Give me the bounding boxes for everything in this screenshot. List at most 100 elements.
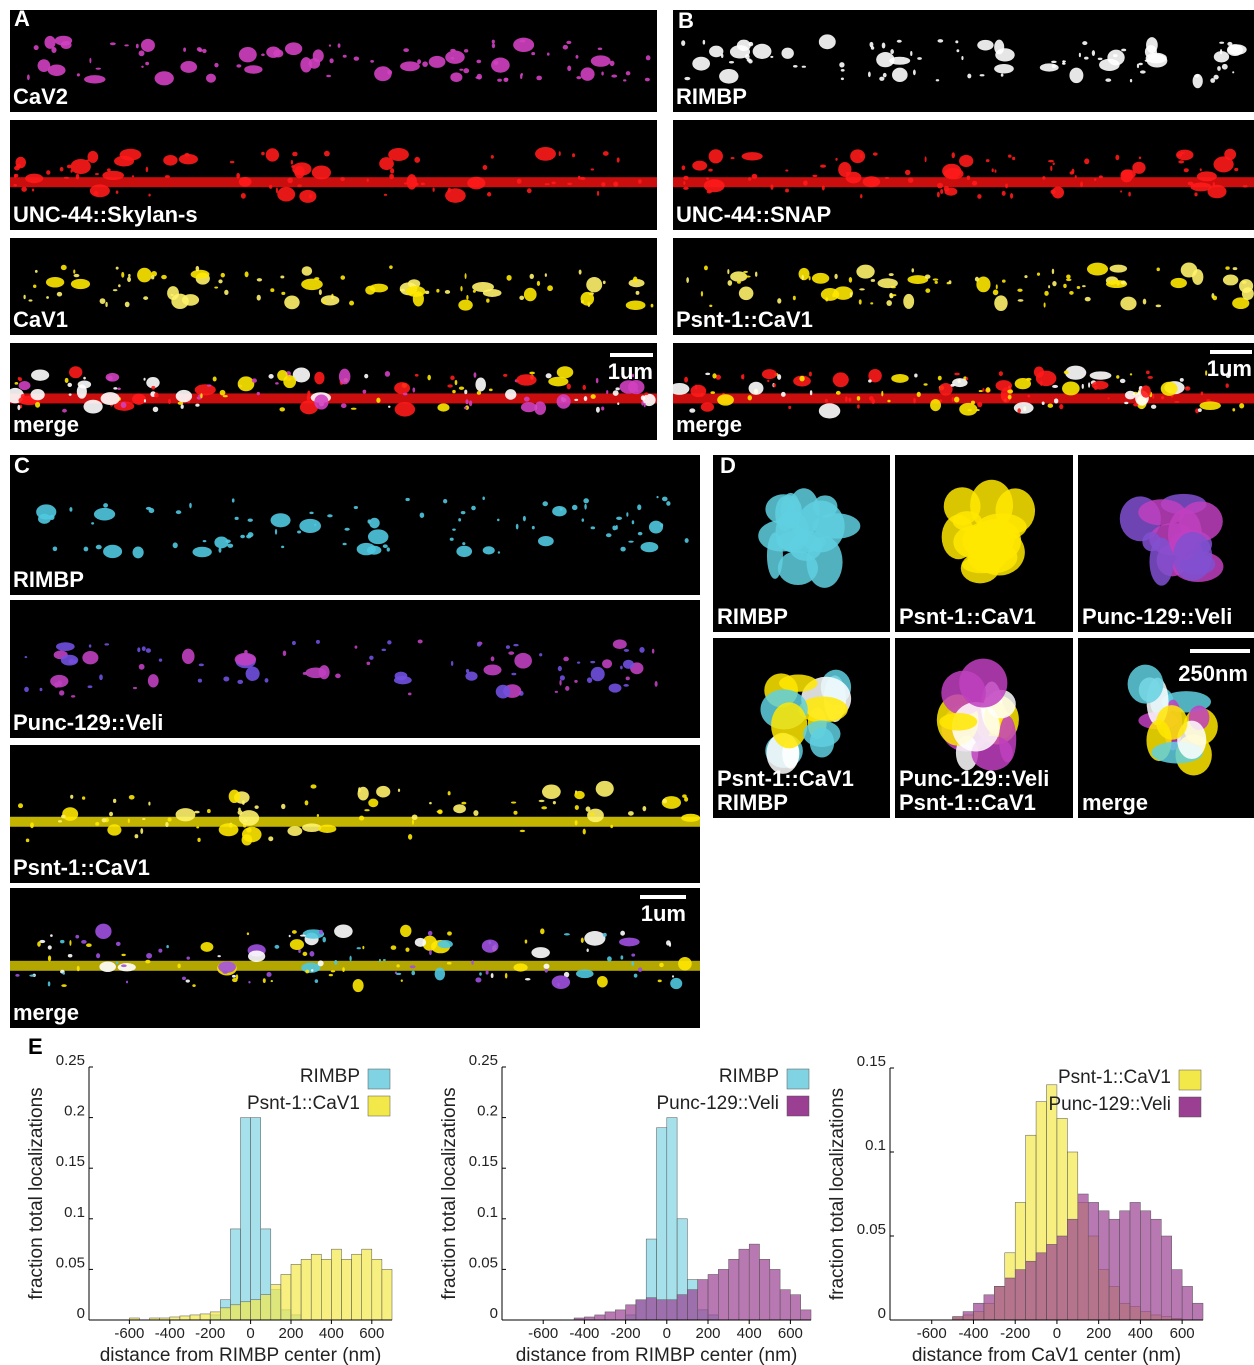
x-tick-label: -600 bbox=[917, 1325, 947, 1342]
signal-spot bbox=[143, 296, 148, 300]
signal-spot bbox=[1124, 402, 1128, 404]
signal-spot bbox=[503, 374, 507, 377]
image-panel bbox=[10, 455, 700, 595]
signal-spot bbox=[302, 823, 321, 832]
signal-spot bbox=[492, 40, 495, 44]
x-tick-label: 400 bbox=[737, 1325, 762, 1342]
signal-spot bbox=[128, 818, 130, 823]
scale-label: 1um bbox=[641, 901, 686, 926]
histogram-bar bbox=[953, 1317, 963, 1320]
histogram-bar bbox=[790, 1295, 800, 1320]
signal-spot bbox=[90, 184, 110, 197]
signal-spot bbox=[1007, 389, 1013, 393]
histogram-bar bbox=[1026, 1261, 1036, 1320]
signal-spot bbox=[388, 406, 391, 408]
signal-spot bbox=[581, 938, 584, 943]
signal-spot bbox=[285, 42, 302, 55]
signal-spot bbox=[255, 805, 259, 809]
x-tick-label: -200 bbox=[195, 1325, 225, 1342]
signal-spot bbox=[1138, 63, 1142, 65]
signal-spot bbox=[335, 674, 341, 679]
signal-spot bbox=[142, 818, 145, 820]
signal-spot bbox=[192, 547, 211, 557]
signal-spot bbox=[1180, 378, 1184, 382]
signal-spot bbox=[310, 951, 315, 957]
signal-spot bbox=[785, 169, 788, 171]
signal-spot bbox=[959, 155, 973, 167]
signal-spot bbox=[137, 268, 152, 283]
signal-spot bbox=[626, 301, 646, 310]
signal-spot bbox=[342, 543, 346, 546]
signal-spot bbox=[322, 937, 326, 943]
signal-spot bbox=[527, 188, 532, 193]
histogram-bar bbox=[281, 1274, 291, 1320]
signal-spot bbox=[603, 281, 606, 284]
y-tick-label: 0.05 bbox=[857, 1221, 886, 1238]
signal-spot bbox=[367, 179, 369, 182]
signal-spot bbox=[748, 395, 752, 400]
signal-spot bbox=[785, 189, 789, 193]
signal-spot bbox=[860, 194, 862, 198]
signal-spot bbox=[666, 501, 670, 506]
signal-spot bbox=[567, 66, 571, 71]
signal-spot bbox=[539, 653, 542, 656]
histogram-bar bbox=[636, 1300, 646, 1320]
signal-spot bbox=[241, 193, 246, 199]
signal-spot bbox=[137, 647, 140, 652]
signal-spot bbox=[748, 177, 751, 180]
y-tick-label: 0.25 bbox=[56, 1052, 85, 1069]
signal-spot bbox=[271, 980, 273, 982]
signal-spot bbox=[74, 660, 77, 664]
signal-spot bbox=[96, 953, 100, 958]
histogram-bar bbox=[801, 1310, 811, 1320]
histogram-bar bbox=[331, 1249, 341, 1320]
signal-spot bbox=[1130, 79, 1132, 83]
signal-spot bbox=[121, 964, 127, 967]
signal-spot bbox=[479, 972, 482, 975]
signal-spot bbox=[559, 680, 561, 686]
signal-spot bbox=[890, 49, 894, 54]
signal-spot bbox=[284, 296, 299, 310]
signal-spot bbox=[95, 822, 99, 826]
signal-spot bbox=[542, 784, 561, 799]
histogram-bar bbox=[1109, 1219, 1119, 1320]
signal-spot bbox=[1044, 291, 1048, 296]
signal-spot bbox=[292, 930, 297, 934]
signal-spot bbox=[341, 403, 347, 408]
signal-spot bbox=[770, 56, 773, 58]
panel-cell-label: Punc-129::Veli bbox=[1082, 604, 1232, 629]
signal-spot bbox=[483, 165, 488, 170]
signal-spot bbox=[1161, 396, 1164, 399]
signal-spot bbox=[1194, 74, 1199, 77]
signal-spot bbox=[683, 176, 688, 180]
signal-spot bbox=[77, 73, 80, 76]
signal-spot bbox=[395, 402, 415, 417]
signal-spot bbox=[566, 41, 571, 44]
signal-spot bbox=[290, 939, 304, 950]
signal-spot bbox=[196, 266, 200, 271]
signal-spot bbox=[873, 152, 878, 155]
signal-spot bbox=[803, 721, 840, 747]
signal-spot bbox=[1063, 284, 1067, 288]
signal-spot bbox=[113, 387, 117, 390]
signal-spot bbox=[952, 378, 968, 387]
signal-spot bbox=[598, 47, 603, 50]
histogram-bar bbox=[1193, 1303, 1203, 1320]
signal-spot bbox=[1110, 265, 1128, 273]
signal-spot bbox=[583, 498, 589, 503]
signal-spot bbox=[993, 290, 999, 296]
signal-spot bbox=[244, 65, 262, 73]
signal-spot bbox=[462, 542, 465, 545]
signal-spot bbox=[531, 52, 535, 55]
signal-spot bbox=[46, 277, 64, 288]
signal-spot bbox=[366, 662, 370, 665]
signal-spot bbox=[180, 61, 197, 73]
signal-spot bbox=[975, 277, 979, 282]
signal-spot bbox=[287, 826, 302, 836]
signal-spot bbox=[586, 277, 602, 292]
signal-spot bbox=[546, 373, 552, 378]
signal-spot bbox=[487, 192, 491, 196]
signal-spot bbox=[1092, 50, 1095, 56]
signal-spot bbox=[584, 504, 587, 510]
signal-spot bbox=[35, 402, 40, 408]
